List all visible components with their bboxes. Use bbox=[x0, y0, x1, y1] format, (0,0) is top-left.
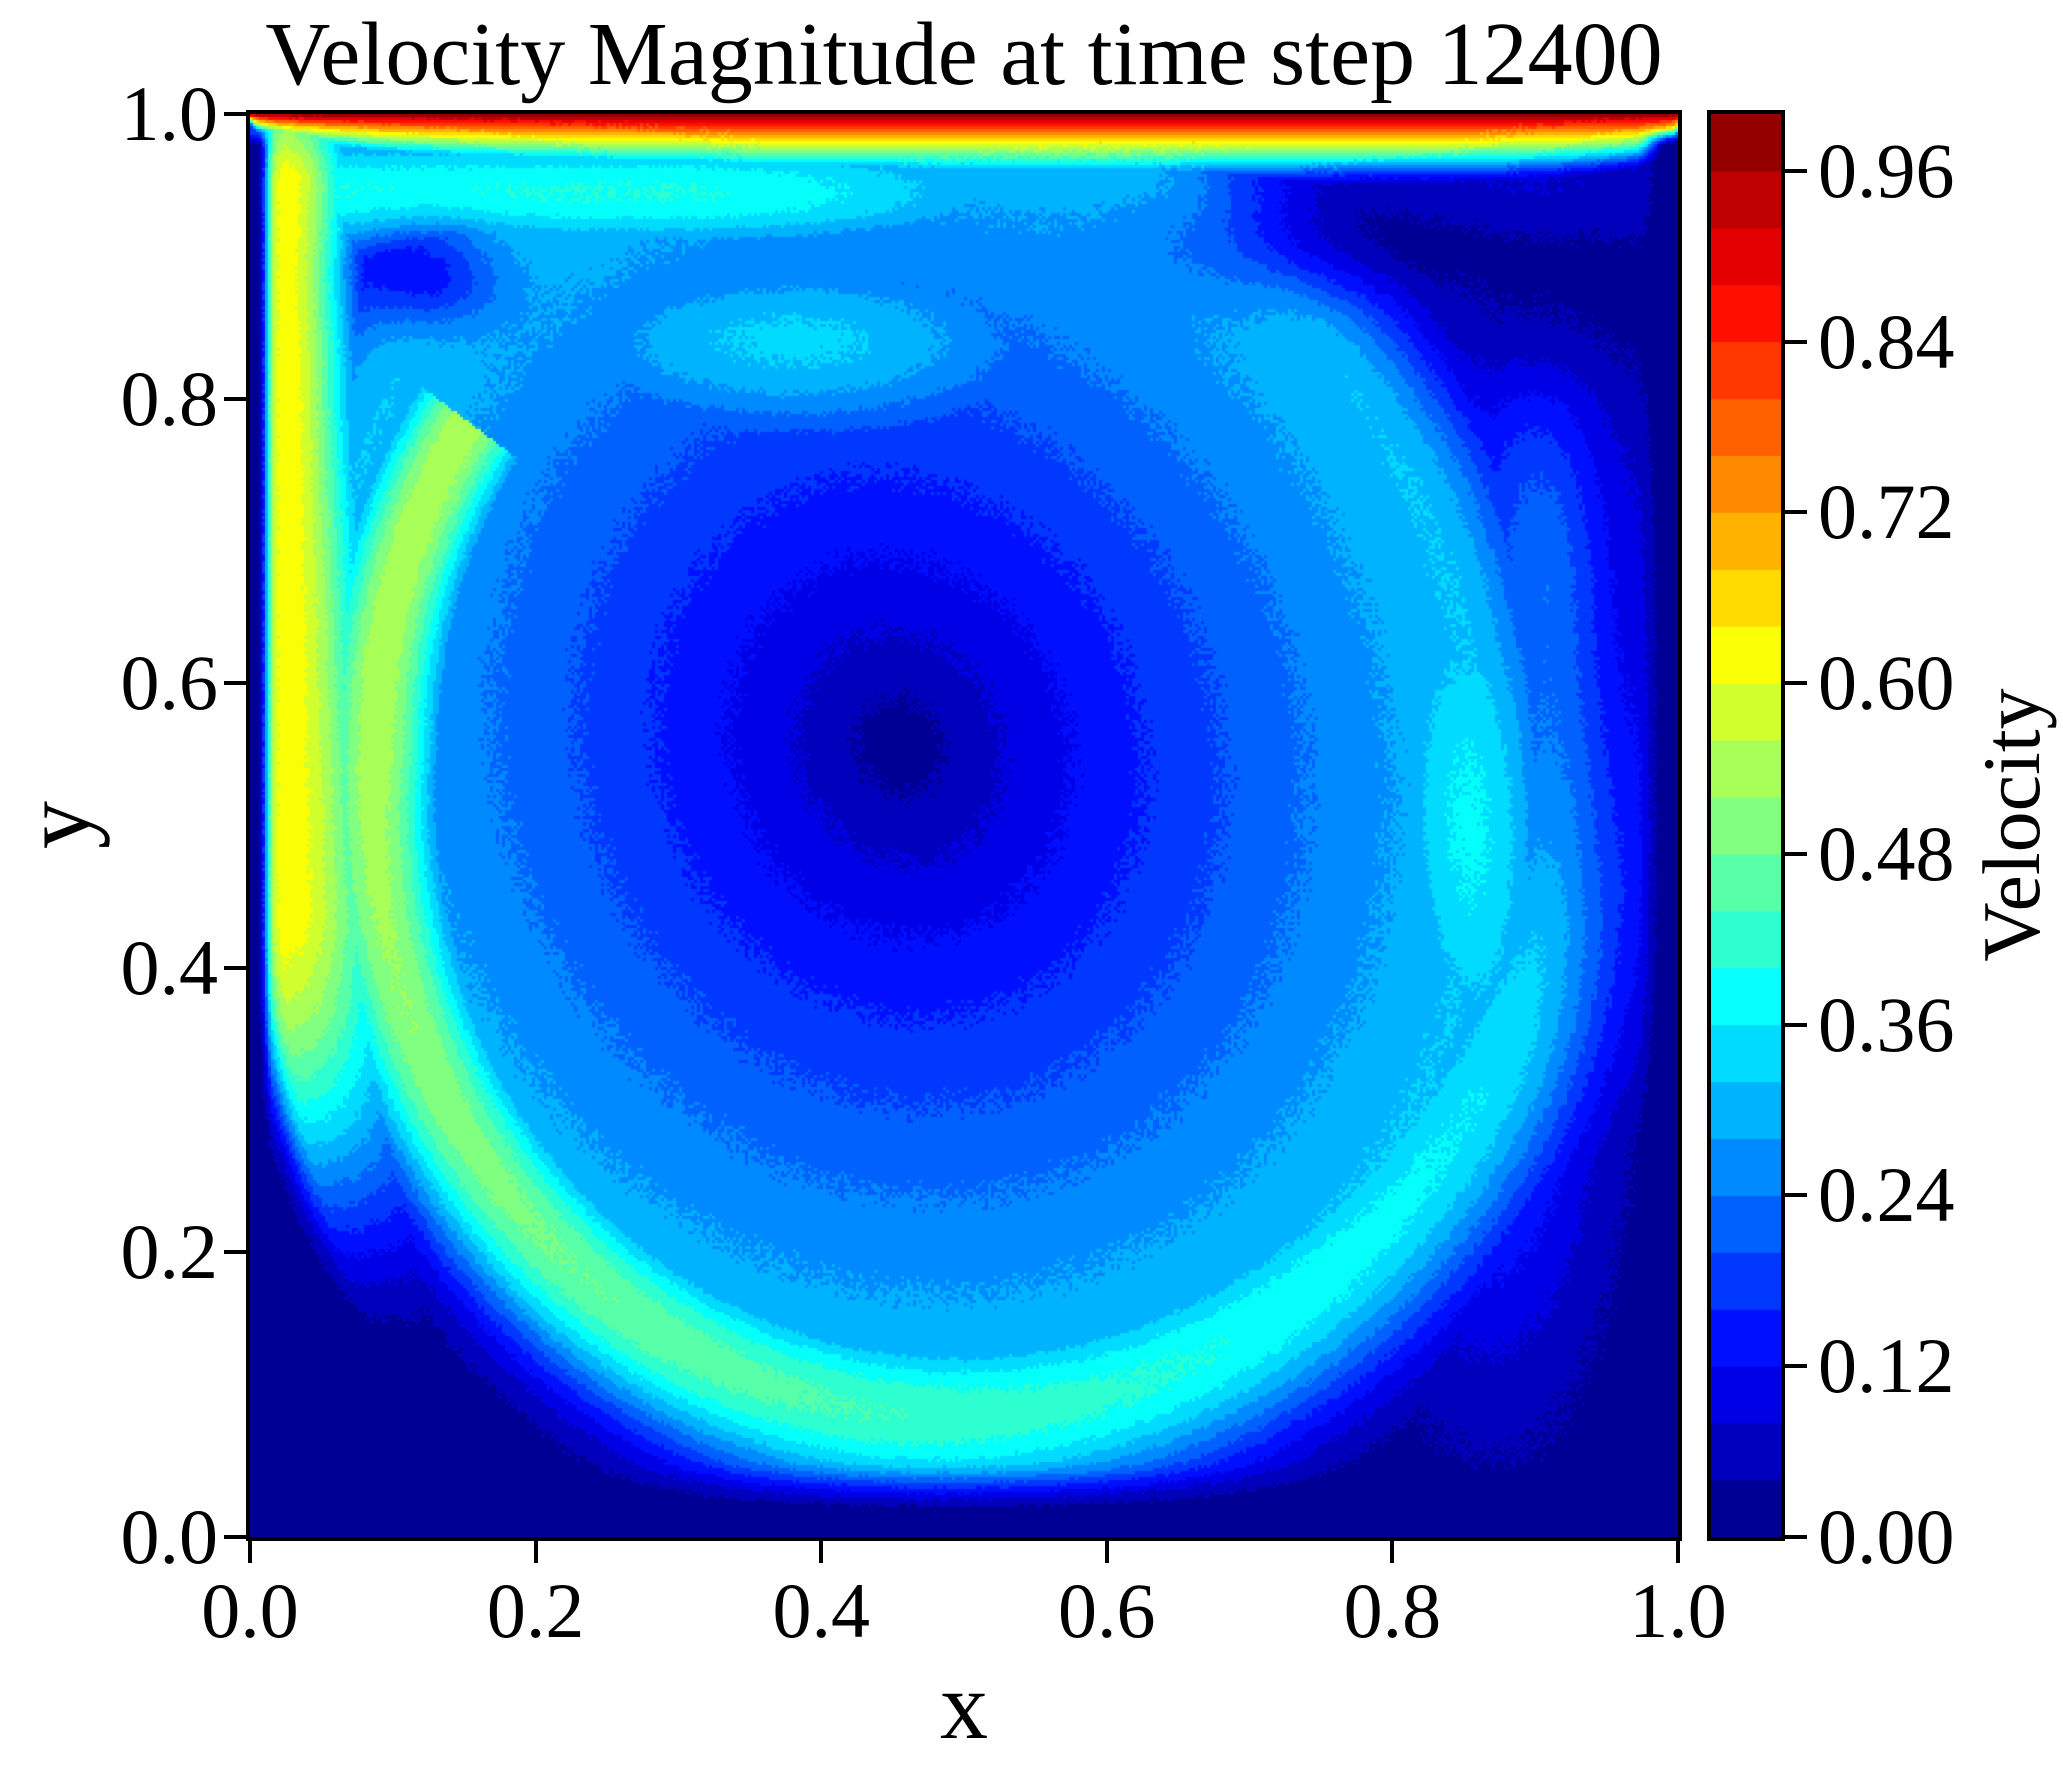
x-tick-mark bbox=[819, 1541, 824, 1563]
contour-plot-canvas bbox=[250, 114, 1678, 1537]
colorbar-tick-label: 0.48 bbox=[1818, 809, 1955, 897]
x-tick-mark bbox=[533, 1541, 538, 1563]
y-tick-mark bbox=[224, 681, 246, 686]
colorbar-tick-label: 0.72 bbox=[1818, 468, 1955, 556]
x-tick-label: 0.8 bbox=[1343, 1567, 1442, 1654]
y-tick-label: 0.2 bbox=[120, 1208, 219, 1296]
x-axis-label: x bbox=[940, 1652, 988, 1759]
colorbar-label: Velocity bbox=[1966, 688, 2057, 962]
y-tick-mark bbox=[224, 112, 246, 116]
y-tick-label: 0.8 bbox=[120, 354, 219, 442]
x-tick-label: 0.2 bbox=[486, 1567, 585, 1654]
x-tick-label: 0.6 bbox=[1058, 1567, 1156, 1654]
y-tick-mark bbox=[224, 965, 246, 970]
x-tick-mark bbox=[1104, 1541, 1109, 1563]
colorbar-tick-mark bbox=[1785, 681, 1807, 686]
x-tick-mark bbox=[1390, 1541, 1395, 1563]
colorbar-tick-mark bbox=[1785, 851, 1807, 856]
chart-title: Velocity Magnitude at time step 12400 bbox=[265, 5, 1663, 104]
colorbar-tick-label: 0.12 bbox=[1818, 1322, 1955, 1410]
y-tick-label: 0.6 bbox=[120, 639, 219, 727]
colorbar-tick-mark bbox=[1785, 168, 1807, 173]
colorbar-gradient bbox=[1711, 114, 1781, 1537]
x-tick-label: 0.0 bbox=[201, 1567, 299, 1654]
colorbar-tick-mark bbox=[1785, 510, 1807, 515]
colorbar-tick-label: 0.60 bbox=[1818, 639, 1955, 727]
colorbar-tick-label: 0.96 bbox=[1818, 126, 1955, 214]
colorbar-tick-mark bbox=[1785, 1022, 1807, 1027]
x-tick-label: 1.0 bbox=[1629, 1567, 1727, 1654]
colorbar-tick-mark bbox=[1785, 339, 1807, 344]
x-tick-mark bbox=[1676, 1541, 1680, 1563]
colorbar-tick-mark bbox=[1785, 1535, 1807, 1539]
colorbar-tick-mark bbox=[1785, 1193, 1807, 1198]
y-tick-mark bbox=[224, 1250, 246, 1255]
x-tick-mark bbox=[248, 1541, 252, 1563]
y-tick-label: 0.4 bbox=[120, 923, 219, 1011]
y-axis-label: y bbox=[3, 801, 110, 849]
y-tick-mark bbox=[224, 1535, 246, 1539]
y-tick-label: 1.0 bbox=[120, 70, 219, 157]
colorbar-tick-mark bbox=[1785, 1364, 1807, 1369]
x-tick-label: 0.4 bbox=[772, 1567, 870, 1654]
y-tick-label: 0.0 bbox=[120, 1493, 219, 1580]
colorbar-tick-label: 0.24 bbox=[1818, 1151, 1955, 1239]
colorbar-tick-label: 0.84 bbox=[1818, 297, 1955, 385]
y-tick-mark bbox=[224, 396, 246, 401]
colorbar-tick-label: 0.00 bbox=[1818, 1493, 1955, 1580]
colorbar-tick-label: 0.36 bbox=[1818, 980, 1955, 1068]
